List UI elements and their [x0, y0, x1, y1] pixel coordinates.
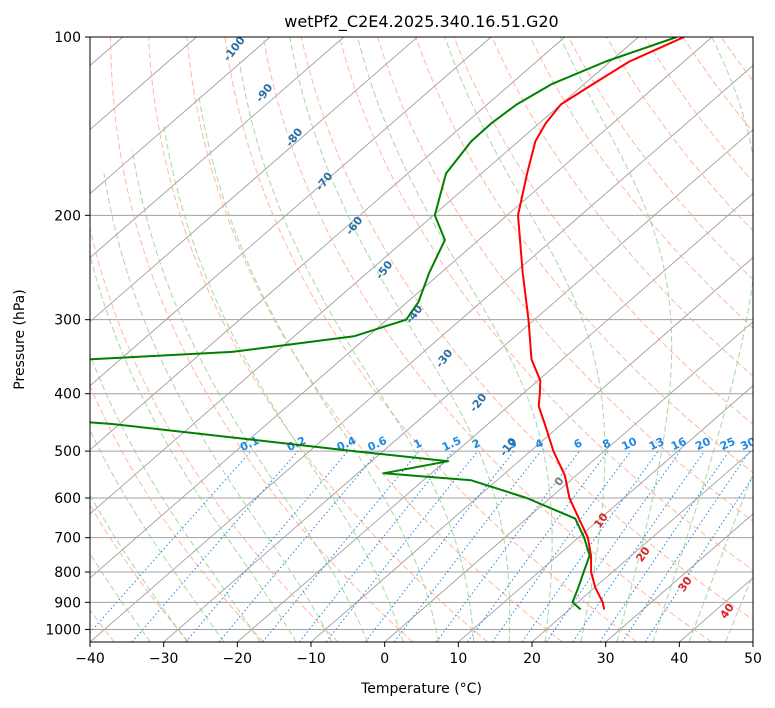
- mixing-ratio-label: 13: [647, 435, 666, 453]
- mixing-ratio-line: [545, 450, 681, 642]
- dry-adiabat-line: [90, 503, 190, 642]
- isotherm-line: [163, 128, 753, 642]
- isotherm-line: [90, 37, 566, 451]
- x-tick-label: −30: [149, 651, 179, 667]
- mixing-ratio-line: [393, 450, 542, 642]
- mixing-ratio-line: [644, 476, 753, 642]
- temperature-line: [517, 37, 685, 610]
- sounding-series: [90, 37, 685, 611]
- moist-adiabat-line: [162, 123, 404, 642]
- moist-adiabat-line: [238, 61, 475, 642]
- moist-adiabat-line: [90, 252, 297, 642]
- moist-adiabat-line: [131, 149, 369, 642]
- mixing-ratio-line: [435, 450, 580, 642]
- mixing-ratio-label: 10: [620, 435, 640, 453]
- dry-adiabat-lines: [90, 37, 753, 642]
- isotherm-line: [90, 37, 639, 515]
- mixing-ratio-line: [185, 450, 349, 642]
- mixing-ratio-line: [521, 450, 659, 642]
- mixing-ratio-line: [262, 450, 420, 642]
- dry-adiabat-line: [377, 37, 753, 522]
- y-tick-label: 900: [54, 595, 81, 611]
- dry-adiabat-line: [338, 37, 753, 571]
- dewpoint-line: [90, 37, 678, 611]
- y-axis-ticks: 100 200 300 400 500 600 700 800 900 1000: [45, 30, 90, 638]
- dry-adiabat-line: [262, 37, 712, 642]
- isotherm-line: [90, 37, 418, 323]
- mixing-ratio-line: [467, 450, 609, 642]
- mixing-ratio-lines: [90, 450, 753, 642]
- mixing-ratio-line: [621, 450, 751, 642]
- isotherm-line: [605, 513, 753, 642]
- x-axis-label: Temperature (°C): [360, 681, 482, 697]
- y-tick-label: 1000: [45, 622, 81, 638]
- isobar-lines: [90, 37, 753, 630]
- x-tick-label: 20: [523, 651, 541, 667]
- y-tick-label: 100: [54, 30, 81, 46]
- isotherm-line: [90, 37, 345, 259]
- dry-adiabat-line: [186, 37, 563, 642]
- y-tick-label: 200: [54, 208, 81, 224]
- dry-adiabat-line: [300, 37, 753, 621]
- y-axis-label: Pressure (hPa): [12, 289, 28, 389]
- isotherm-lines: [90, 37, 753, 642]
- dry-adiabat-line: [90, 226, 339, 642]
- mixing-ratio-label: 16: [669, 435, 689, 453]
- mixing-ratio-line: [218, 450, 380, 642]
- dry-adiabat-line: [110, 37, 414, 642]
- isotherm-line: [237, 192, 753, 642]
- y-tick-label: 600: [54, 491, 81, 507]
- mixing-ratio-line: [325, 450, 479, 642]
- x-tick-label: −10: [296, 651, 326, 667]
- moist-adiabat-line: [90, 353, 261, 642]
- mixing-ratio-label: 25: [718, 435, 737, 453]
- x-tick-label: 50: [744, 651, 762, 667]
- x-tick-label: 30: [597, 651, 615, 667]
- y-tick-label: 500: [54, 444, 81, 460]
- plot-frame: [89, 36, 754, 643]
- y-tick-label: 300: [54, 313, 81, 329]
- x-tick-label: 0: [380, 651, 389, 667]
- x-tick-label: −40: [75, 651, 105, 667]
- mixing-ratio-line: [491, 450, 632, 642]
- isotherm-line: [90, 37, 492, 387]
- isotherm-line: [90, 64, 753, 642]
- mixing-ratio-line: [599, 450, 730, 642]
- x-tick-label: 40: [670, 651, 688, 667]
- y-tick-label: 400: [54, 387, 81, 403]
- moist-adiabat-line: [198, 94, 439, 642]
- moist-adiabat-line: [688, 472, 753, 642]
- moist-adiabat-line: [725, 573, 753, 642]
- dry-adiabat-line: [90, 384, 264, 642]
- isotherm-line: [90, 37, 271, 195]
- y-tick-label: 800: [54, 565, 81, 581]
- dry-adiabat-line: [529, 37, 753, 329]
- plot-area: 0.10.20.40.611.52346810131620253036-100-…: [90, 37, 759, 642]
- moist-adiabat-line: [90, 429, 225, 642]
- x-axis-ticks: −40 −30 −20 −10 0 10 20 30 40 50: [75, 642, 762, 667]
- mixing-ratio-line: [298, 450, 454, 642]
- x-tick-label: 10: [449, 651, 467, 667]
- dry-adiabat-line: [491, 37, 753, 377]
- moist-adiabat-line: [103, 173, 333, 642]
- dry-adiabat-line: [148, 37, 488, 642]
- moist-adiabat-line: [444, 37, 606, 642]
- dry-adiabat-line: [453, 37, 753, 425]
- mixing-ratio-line: [572, 450, 705, 642]
- moist-adiabat-line: [357, 37, 553, 642]
- isotherm-line: [531, 449, 753, 642]
- dry-adiabat-line: [224, 37, 638, 642]
- y-tick-label: 700: [54, 531, 81, 547]
- mixing-ratio-label: 20: [693, 435, 713, 453]
- isotherm-line: [458, 385, 753, 642]
- chart-title: wetPf2_C2E4.2025.340.16.51.G20: [284, 12, 558, 32]
- x-tick-label: −20: [223, 651, 253, 667]
- isotherm-line: [90, 37, 713, 579]
- mixing-ratio-line: [90, 450, 252, 634]
- mixing-ratio-label: 30: [739, 435, 759, 453]
- isotherm-line: [384, 321, 753, 642]
